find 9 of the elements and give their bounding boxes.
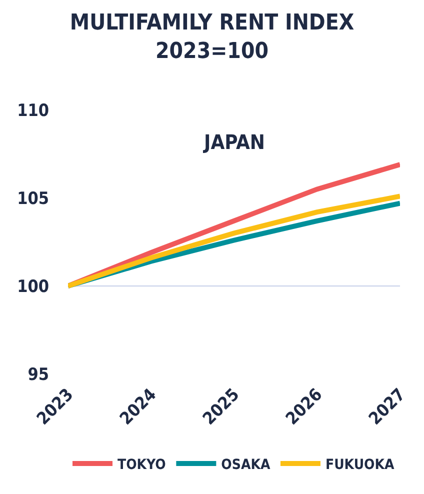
y-tick-label: 95: [28, 364, 49, 385]
y-tick-label: 105: [17, 188, 49, 209]
y-tick-label: 100: [17, 276, 49, 297]
annotation: JAPAN: [203, 130, 265, 154]
chart-title: MULTIFAMILY RENT INDEX 2023=100: [70, 10, 354, 64]
y-tick-label: 110: [17, 100, 49, 121]
legend-label: OSAKA: [221, 456, 270, 473]
legend-label: FUKUOKA: [325, 456, 395, 473]
legend-label: TOKYO: [118, 456, 166, 473]
